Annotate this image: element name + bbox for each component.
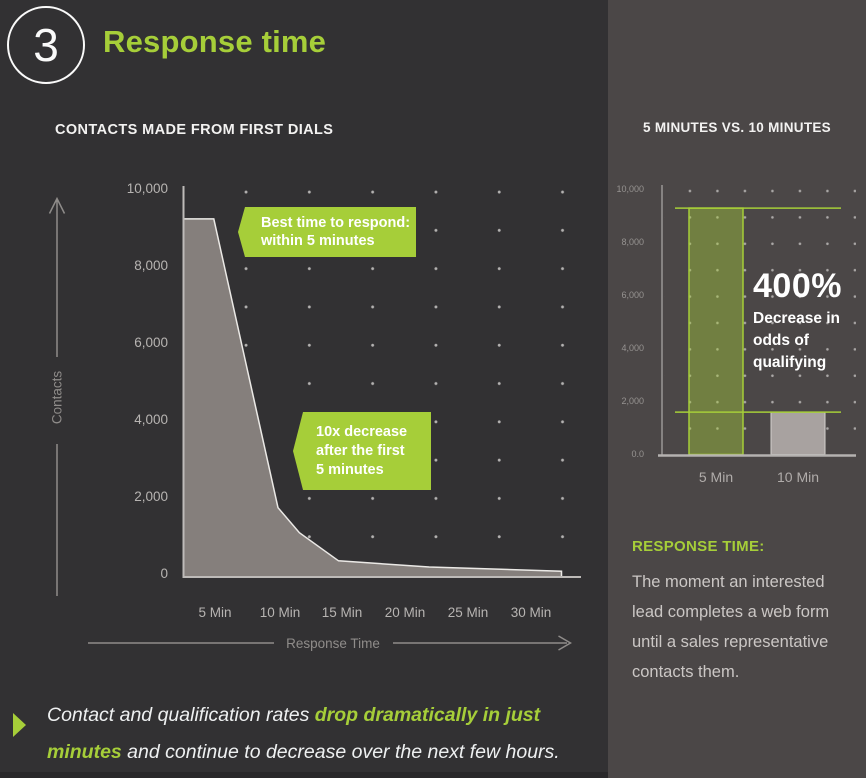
y-tick-label: 8,000 xyxy=(134,258,168,273)
x-tick-label: 5 Min xyxy=(698,469,734,485)
x-tick-label: 30 Min xyxy=(510,605,552,620)
y-tick-label: 0.0 xyxy=(631,449,644,459)
area-series xyxy=(184,218,562,577)
stat-caption: Decrease in odds of qualifying xyxy=(753,310,841,371)
left-chart-heading: CONTACTS MADE FROM FIRST DIALS xyxy=(55,122,334,138)
section-divider xyxy=(0,772,608,778)
x-tick-label: 10 Min xyxy=(776,469,820,485)
main-panel: 3 Response time CONTACTS MADE FROM FIRST… xyxy=(0,0,608,778)
y-tick-label: 4,000 xyxy=(621,343,644,353)
y-tick-label: 8,000 xyxy=(621,237,644,247)
x-tick-label: 20 Min xyxy=(384,605,426,620)
x-tick-label: 5 Min xyxy=(198,605,232,620)
footer-text-normal: and continue to decrease over the next f… xyxy=(121,741,560,763)
response-time-axis-arrow-icon xyxy=(88,635,572,651)
section-number: 3 xyxy=(33,19,59,71)
y-tick-label: 10,000 xyxy=(616,184,644,194)
bar-5min xyxy=(688,207,744,456)
side-panel: 5 MINUTES VS. 10 MINUTES 10,000 8,000 6,… xyxy=(608,0,866,778)
x-tick-label: 10 Min xyxy=(259,605,301,620)
stat-value: 400% xyxy=(753,267,842,305)
section-number-badge: 3 xyxy=(7,6,85,84)
definition-text: The moment an interested lead completes … xyxy=(632,573,830,681)
footer-text-normal: Contact and qualification rates xyxy=(47,704,315,726)
x-tick-label: 15 Min xyxy=(321,605,363,620)
definition-block: RESPONSE TIME: The moment an interested … xyxy=(632,538,864,687)
area-chart xyxy=(48,186,581,651)
footer-text-highlight: minutes xyxy=(47,741,122,763)
y-tick-label: 0 xyxy=(160,566,168,581)
comparison-heading: 5 MINUTES VS. 10 MINUTES xyxy=(643,120,831,135)
y-tick-label: 4,000 xyxy=(134,412,168,427)
definition-label: RESPONSE TIME: xyxy=(632,538,765,555)
y-tick-label: 2,000 xyxy=(621,396,644,406)
footer-note: Contact and qualification rates drop dra… xyxy=(47,697,592,771)
y-tick-label: 6,000 xyxy=(621,290,644,300)
y-tick-label: 10,000 xyxy=(126,181,168,196)
x-axis-title: Response Time xyxy=(286,636,380,651)
bar-10min xyxy=(770,411,826,456)
comparison-bar-chart xyxy=(658,185,856,457)
callout-10x-decrease: 10x decrease after the first 5 minutes xyxy=(293,412,431,490)
contacts-axis-arrow-icon xyxy=(48,196,66,596)
page-title: Response time xyxy=(103,24,327,59)
footer-text-highlight: drop dramatically in just xyxy=(314,704,541,726)
bullet-triangle-icon xyxy=(13,713,26,737)
y-tick-label: 6,000 xyxy=(134,335,168,350)
x-tick-label: 25 Min xyxy=(447,605,489,620)
area-edge-line xyxy=(184,218,563,577)
callout-best-time: Best time to respond: within 5 minutes xyxy=(238,207,416,257)
y-tick-label: 2,000 xyxy=(134,489,168,504)
y-axis-title: Contacts xyxy=(49,370,65,425)
stat-block: 400% Decrease in odds of qualifying xyxy=(753,269,842,374)
